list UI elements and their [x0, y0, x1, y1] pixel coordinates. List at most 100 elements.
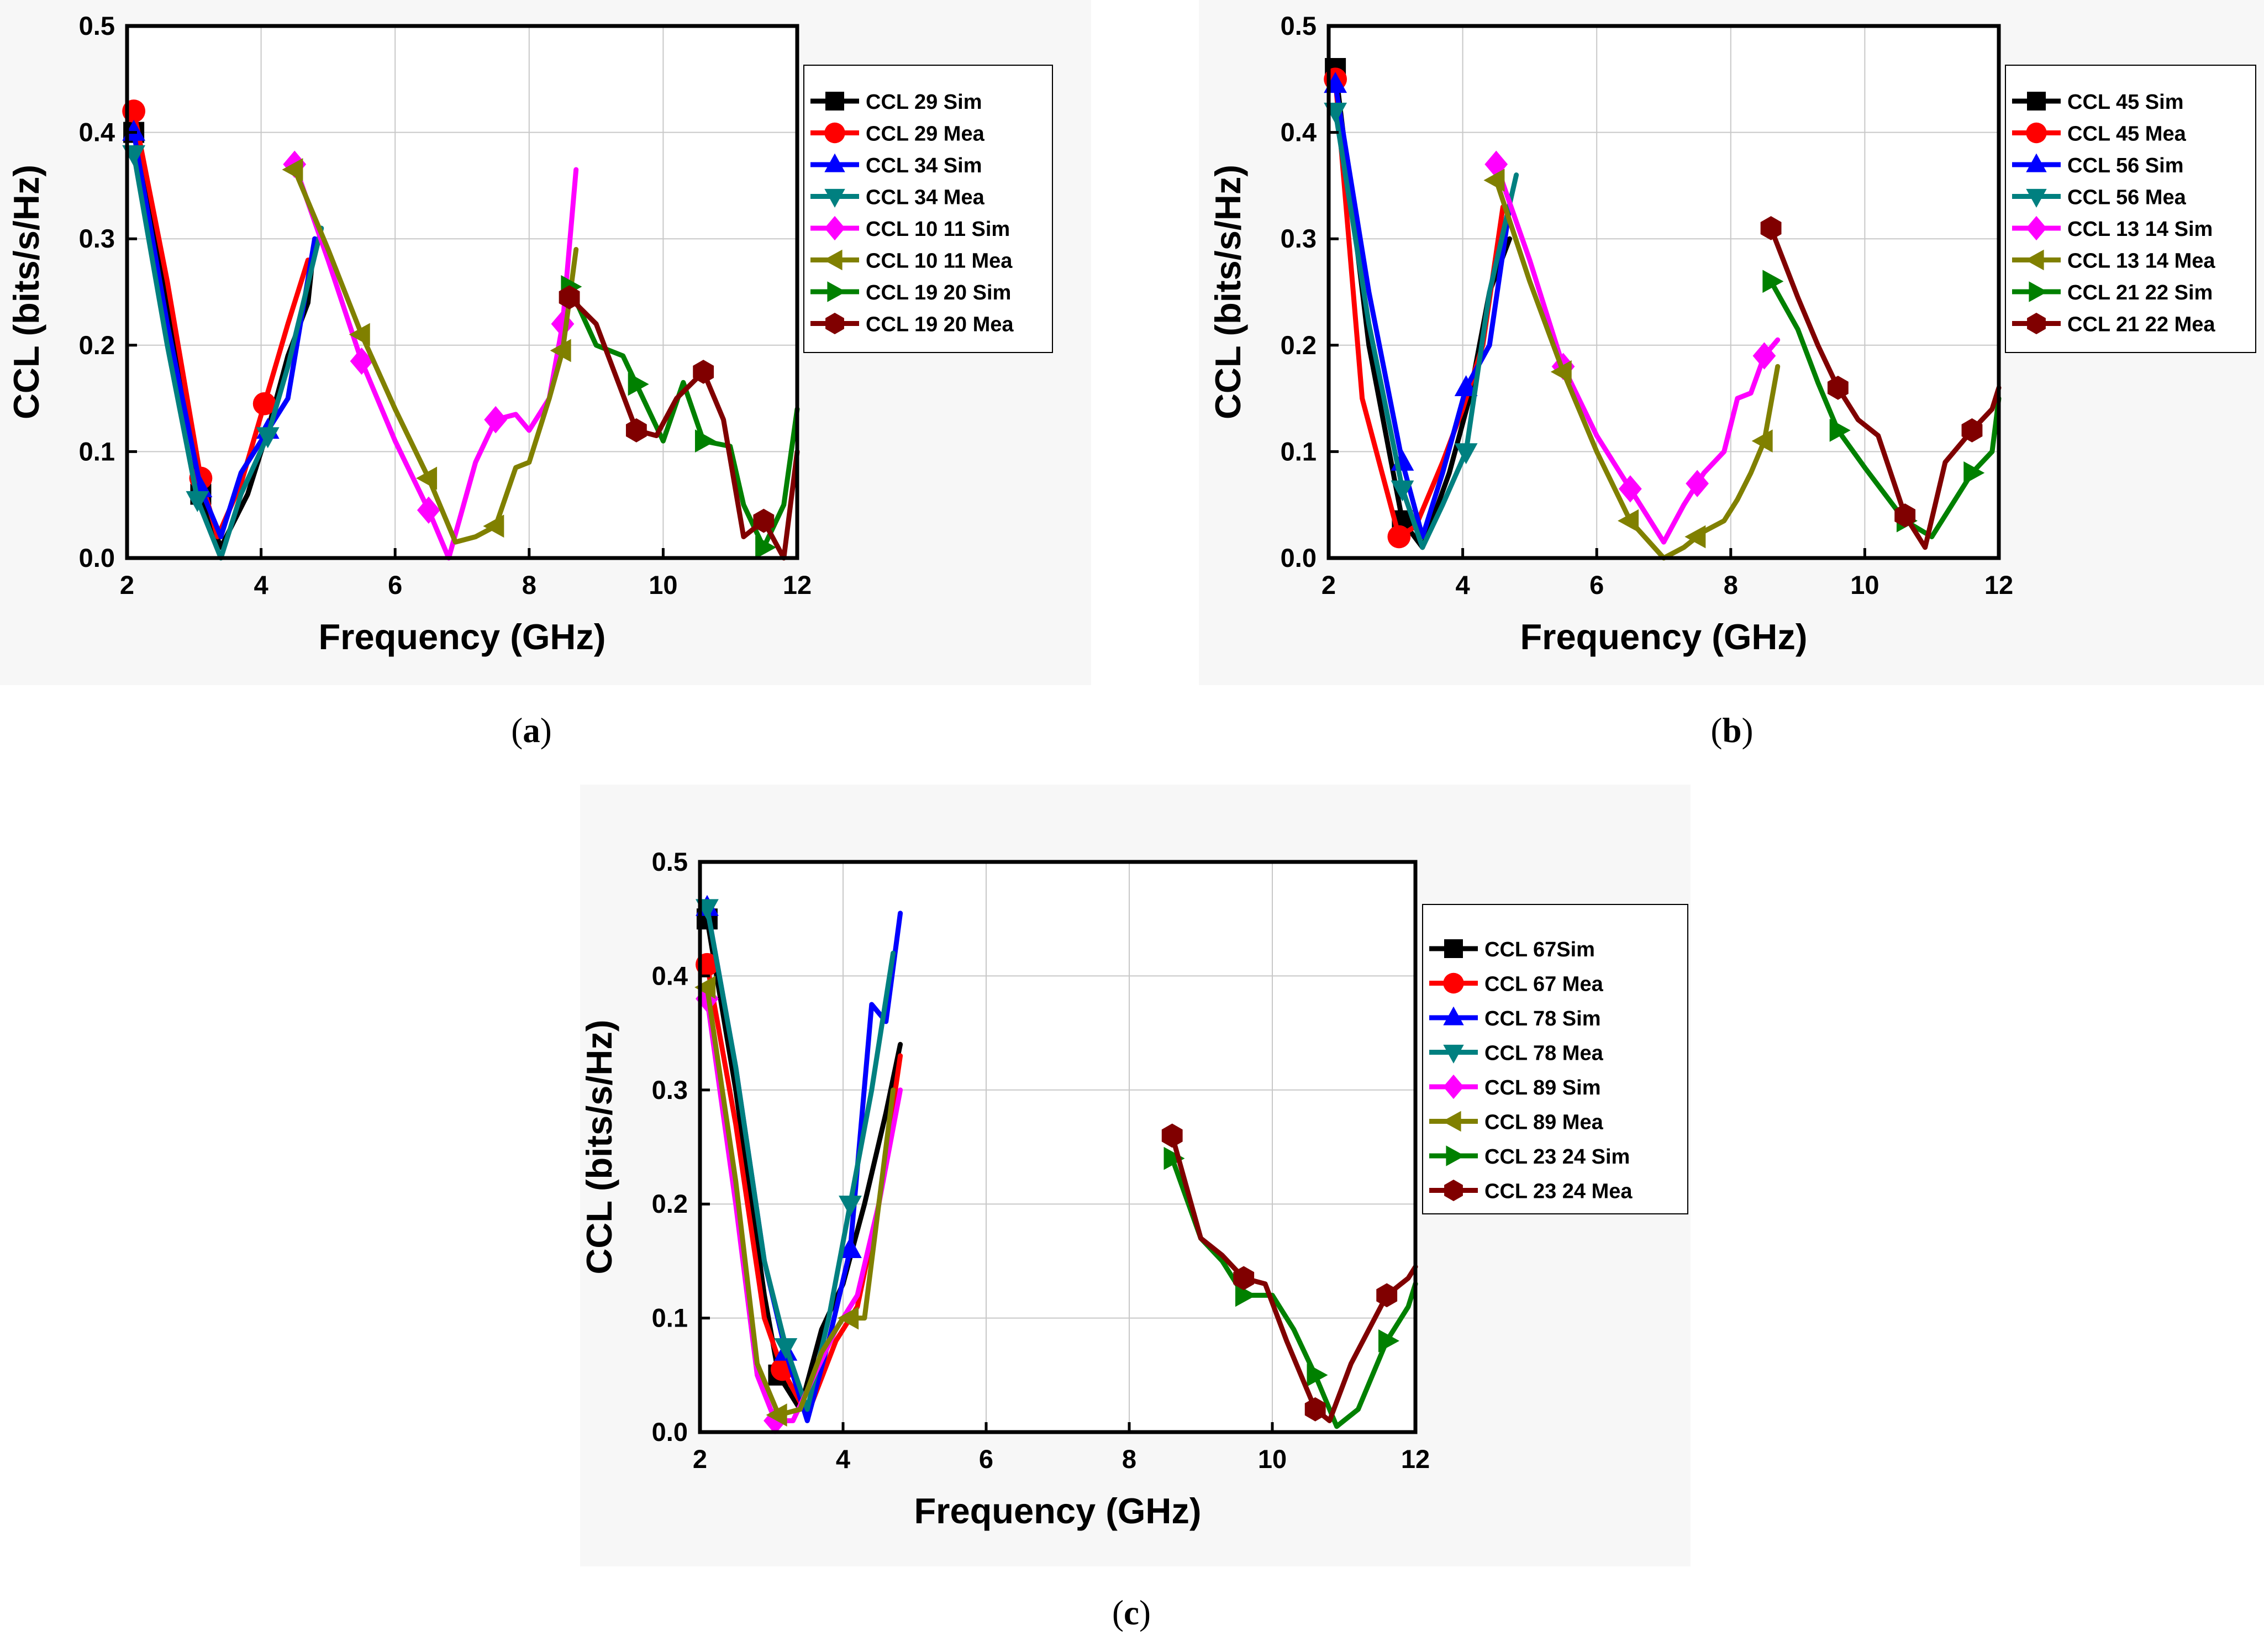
panel-b-xtick-label: 2: [1321, 570, 1336, 599]
panel-c-series-2-marker-2: [839, 1237, 862, 1258]
panel-b-legend-marker-6: [2029, 281, 2048, 302]
panel-a-xtick-label: 2: [120, 570, 134, 599]
panel-b-series-line-2: [1333, 82, 1513, 539]
panel-a-series-5-marker-4: [550, 339, 571, 362]
panel-a-legend-label-7: CCL 19 20 Mea: [866, 313, 1014, 336]
panel-b: 2 4 6 8 10 12 0.0 0.1 0.2 0.3 0.4 0.5 Frequency (GHz…: [1208, 11, 2256, 657]
panel-a-series-4-marker-2: [417, 496, 440, 524]
panel-a-plot-area: [127, 26, 797, 558]
panel-c-legend-marker-0: [1444, 939, 1463, 958]
panel-a-ytick-label: 0.3: [79, 224, 115, 253]
panel-c-series-7-marker-2: [1304, 1397, 1326, 1422]
panel-a-series-5-marker-2: [416, 466, 438, 490]
panel-a-series-6-marker-1: [628, 372, 649, 396]
panel-a-ytick-label: 0.4: [79, 118, 115, 147]
panel-a-legend-marker-1: [824, 122, 845, 144]
panel-b-series-7-marker-1: [1827, 375, 1849, 400]
panel-a-legend-marker-7: [825, 312, 844, 335]
panel-c: 2 4 6 8 10 12 0.0 0.1 0.2 0.3 0.4 0.5 Frequency (GHz…: [579, 847, 1688, 1531]
panel-a: 2 4 6 8 10 12 0.0 0.1 0.2 0.3 0.4 0.5 Frequency (GHz…: [6, 11, 1053, 657]
panel-c-legend-marker-7: [1444, 1179, 1463, 1202]
panel-c-legend-label-7: CCL 23 24 Mea: [1484, 1180, 1633, 1203]
panel-b-series-7-marker-2: [1894, 503, 1916, 528]
panel-a-xtick-label: 8: [522, 570, 536, 599]
panel-c-xtick-label: 8: [1122, 1444, 1136, 1474]
panel-b-xtick-label: 10: [1850, 570, 1879, 599]
panel-a-legend: CCL 29 Sim CCL 29 Mea CCL 34 Sim CCL 34 Mea…: [803, 65, 1053, 353]
panel-a-xtick-label: 12: [783, 570, 812, 599]
panel-a-series-4-marker-3: [484, 406, 508, 434]
caption-a: (a): [511, 711, 551, 750]
panel-a-legend-marker-5: [823, 249, 843, 271]
panel-b-legend-label-2: CCL 56 Sim: [2067, 154, 2183, 177]
panel-b-legend-marker-7: [2027, 312, 2046, 335]
panel-b-series-5-marker-4: [1751, 429, 1773, 453]
panel-b-series-6-marker-1: [1829, 418, 1851, 442]
panel-c-xtick-label: 4: [836, 1444, 850, 1474]
panel-c-legend-label-4: CCL 89 Sim: [1484, 1076, 1600, 1099]
panel-b-legend-marker-5: [2025, 249, 2044, 271]
panel-b-legend-marker-1: [2026, 122, 2047, 144]
panel-c-series-3-marker-1: [774, 1338, 798, 1359]
panel-b-axes-frame: [1326, 24, 2001, 560]
panel-a-series-6-marker-3: [755, 535, 777, 559]
panel-a-legend-marker-0: [825, 92, 844, 111]
panel-b-series-5-marker-3: [1684, 525, 1706, 549]
panel-b-legend-label-5: CCL 13 14 Mea: [2067, 250, 2215, 273]
panel-c-series-5-marker-0: [694, 976, 716, 999]
panel-b-xtick-label: 12: [1984, 570, 2013, 599]
panel-c-ytick-label: 0.0: [652, 1417, 688, 1446]
panel-c-axes-frame: [698, 860, 1418, 1434]
panel-c-legend: CCL 67Sim CCL 67 Mea CCL 78 Sim CCL 78 Mea C…: [1422, 904, 1688, 1214]
panel-c-series-5-marker-2: [838, 1306, 859, 1330]
panel-a-ytick-label: 0.5: [79, 11, 115, 40]
panel-a-series-5-marker-3: [483, 514, 504, 538]
panel-b-x-axis-title: Frequency (GHz): [1520, 617, 1807, 657]
caption-c: (c): [1112, 1593, 1151, 1632]
panel-b-plot-area: [1329, 26, 1999, 558]
panel-a-xtick-label: 6: [388, 570, 402, 599]
panel-c-series-7-marker-3: [1376, 1283, 1398, 1308]
panel-c-series-6-marker-0: [1163, 1146, 1185, 1170]
panel-a-series-line-3: [131, 151, 324, 561]
panel-c-plot-area: [700, 862, 1415, 1432]
panel-b-legend-marker-2: [2026, 153, 2047, 172]
panel-a-y-axis-title: CCL (bits/s/Hz): [6, 165, 46, 419]
panel-c-legend-marker-1: [1443, 972, 1464, 994]
panel-c-ytick-label: 0.2: [652, 1189, 688, 1218]
panel-c-legend-marker-4: [1443, 1074, 1464, 1099]
panel-c-xtick-label: 12: [1401, 1444, 1430, 1474]
panel-a-series-5-marker-0: [282, 158, 303, 181]
panel-a-axes-frame: [125, 24, 799, 560]
panel-a-series-7-marker-1: [625, 418, 647, 443]
panel-a-series-7-marker-0: [559, 285, 580, 309]
panel-b-series-5-marker-2: [1618, 509, 1639, 533]
panel-c-series-line-0: [704, 916, 903, 1412]
panel-a-series-4-marker-1: [350, 347, 373, 375]
panel-c-series-7-marker-0: [1161, 1123, 1183, 1148]
panel-a-series-3-marker-1: [186, 491, 209, 512]
panel-b-ytick-label: 0.4: [1281, 118, 1317, 147]
panel-a-series-line-6: [567, 284, 800, 550]
panel-c-series-3-marker-2: [839, 1196, 862, 1217]
panel-a-legend-marker-4: [824, 215, 845, 241]
panel-a-legend-label-2: CCL 34 Sim: [866, 154, 982, 177]
panel-c-y-axis-title: CCL (bits/s/Hz): [579, 1019, 619, 1274]
panel-b-legend-marker-4: [2026, 215, 2047, 241]
panel-a-legend-marker-3: [824, 188, 845, 208]
panel-c-series-5-marker-1: [766, 1403, 787, 1427]
panel-b-y-axis-title: CCL (bits/s/Hz): [1208, 165, 1248, 419]
panel-b-ytick-label: 0.2: [1281, 330, 1317, 360]
panel-a-legend-label-5: CCL 10 11 Mea: [866, 250, 1013, 273]
panel-a-x-axis-title: Frequency (GHz): [318, 617, 606, 657]
panel-c-legend-label-5: CCL 89 Mea: [1484, 1111, 1604, 1134]
panel-b-xtick-label: 6: [1589, 570, 1604, 599]
panel-a-legend-label-3: CCL 34 Mea: [866, 186, 985, 209]
panel-b-ytick-label: 0.3: [1281, 224, 1317, 253]
panel-c-legend-label-0: CCL 67Sim: [1484, 938, 1595, 961]
panel-b-series-7-marker-3: [1961, 418, 1983, 443]
panel-c-series-line-6: [1170, 1156, 1418, 1429]
panel-a-legend-label-1: CCL 29 Mea: [866, 123, 985, 146]
panel-c-legend-marker-3: [1443, 1044, 1464, 1064]
panel-b-series-1-marker-1: [1387, 525, 1411, 549]
